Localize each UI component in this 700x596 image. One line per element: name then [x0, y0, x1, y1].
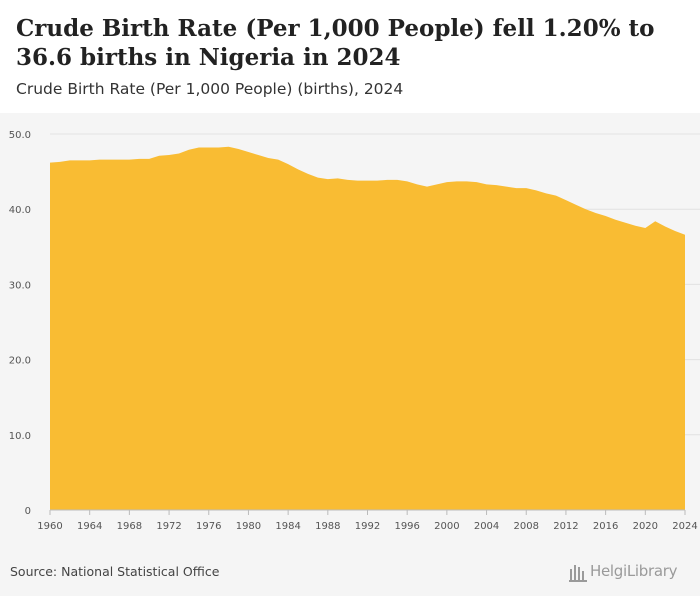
- y-tick-label: 10.0: [9, 431, 31, 442]
- y-tick-label: 30.0: [9, 280, 31, 291]
- x-tick-label: 2016: [593, 521, 618, 532]
- x-tick-label: 2012: [553, 521, 578, 532]
- chart-header: Crude Birth Rate (Per 1,000 People) fell…: [0, 0, 700, 113]
- x-tick-label: 1964: [77, 521, 102, 532]
- axes: 0 10.0 20.0 30.0 40.0 50.0 1960 1964 1968 1972 197…: [9, 130, 698, 532]
- x-tick-label: 1988: [315, 521, 340, 532]
- x-tick-label: 2020: [633, 521, 658, 532]
- x-tick-label: 1968: [117, 521, 142, 532]
- helgi-library-logo[interactable]: HelgiLibrary: [568, 561, 692, 585]
- y-tick-label: 50.0: [9, 130, 31, 141]
- x-tick-label: 2024: [672, 521, 697, 532]
- area-series: [50, 146, 685, 510]
- y-tick-label: 0: [25, 506, 31, 517]
- x-tick-label: 1976: [196, 521, 221, 532]
- x-tick-label: 1996: [394, 521, 419, 532]
- x-tick-label: 1992: [355, 521, 380, 532]
- x-tick-label: 1984: [275, 521, 300, 532]
- y-tick-label: 20.0: [9, 356, 31, 367]
- x-tick-label: 2004: [474, 521, 499, 532]
- x-tick-label: 1972: [156, 521, 181, 532]
- birth-rate-area: [50, 146, 685, 510]
- x-tick-label: 2008: [514, 521, 539, 532]
- y-tick-label: 40.0: [9, 205, 31, 216]
- x-tick-label: 2000: [434, 521, 459, 532]
- chart-subtitle: Crude Birth Rate (Per 1,000 People) (bir…: [16, 80, 404, 98]
- x-tick-label: 1960: [37, 521, 62, 532]
- library-building-icon: [569, 565, 587, 582]
- logo-text: HelgiLibrary: [590, 562, 678, 580]
- x-tick-label: 1980: [236, 521, 261, 532]
- source-note: Source: National Statistical Office: [10, 564, 220, 579]
- chart-title: Crude Birth Rate (Per 1,000 People) fell…: [16, 15, 655, 71]
